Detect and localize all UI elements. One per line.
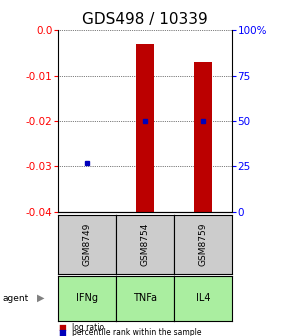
Text: log ratio: log ratio (72, 323, 105, 332)
Text: agent: agent (3, 294, 29, 303)
Text: ▶: ▶ (37, 293, 44, 303)
Text: percentile rank within the sample: percentile rank within the sample (72, 328, 202, 336)
Text: IL4: IL4 (196, 293, 210, 303)
Text: TNFa: TNFa (133, 293, 157, 303)
Text: GDS498 / 10339: GDS498 / 10339 (82, 12, 208, 27)
Text: GSM8749: GSM8749 (82, 223, 92, 266)
Text: ■: ■ (58, 323, 66, 332)
Text: ■: ■ (58, 328, 66, 336)
Bar (136, 44, 154, 212)
Text: GSM8754: GSM8754 (140, 223, 150, 266)
Bar (194, 62, 212, 212)
Text: GSM8759: GSM8759 (198, 223, 208, 266)
Text: IFNg: IFNg (76, 293, 98, 303)
